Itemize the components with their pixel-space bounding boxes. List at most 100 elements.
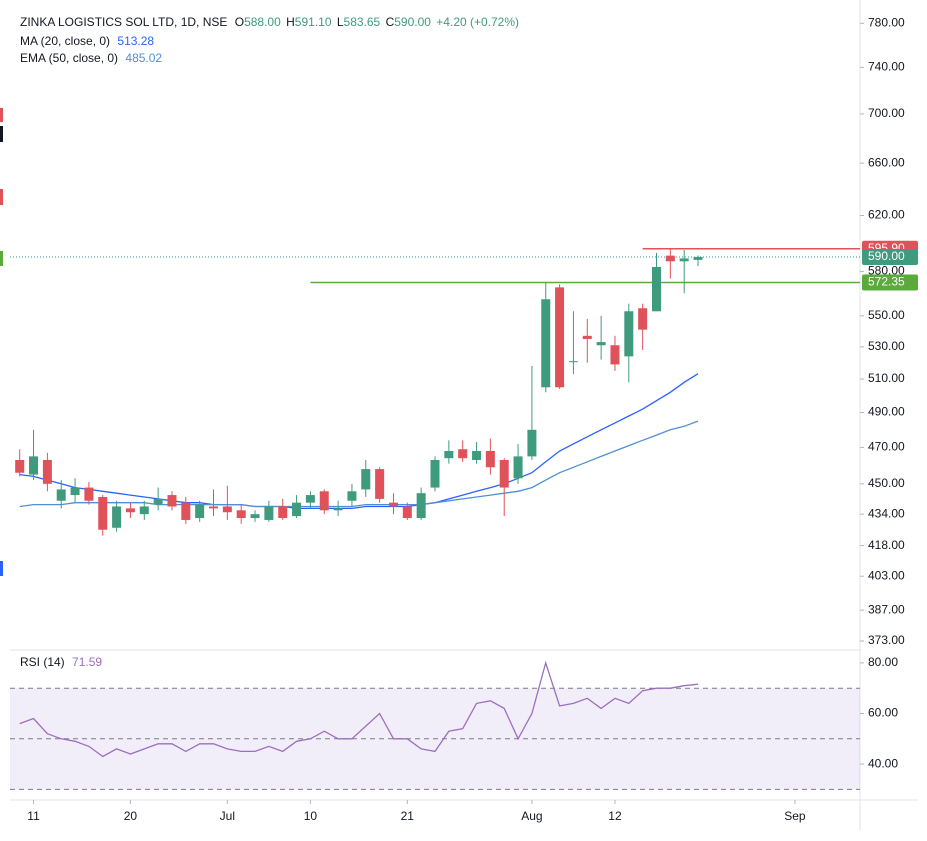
candle-body: [347, 491, 357, 501]
y-tick-label: 620.00: [868, 208, 905, 222]
candle-body: [29, 456, 39, 475]
candle-body: [624, 311, 634, 357]
y-tick-label: 490.00: [868, 405, 905, 419]
y-tick-label: 550.00: [868, 308, 905, 322]
edge-marker: [0, 189, 3, 205]
candle-body: [153, 498, 163, 505]
candle-body: [555, 287, 565, 388]
y-tick-label: 434.00: [868, 506, 905, 520]
candle-body: [167, 495, 177, 507]
candle-body: [375, 469, 385, 499]
candle-body: [610, 345, 620, 365]
candle-body: [195, 504, 205, 519]
y-tick-label: 510.00: [868, 371, 905, 385]
price-label: 590.00: [868, 249, 905, 263]
candle-body: [236, 510, 246, 519]
y-tick-label: 418.00: [868, 538, 905, 552]
candle-body: [416, 493, 426, 519]
candle-body: [292, 502, 302, 517]
candle-body: [568, 361, 578, 363]
candle-body: [319, 491, 329, 511]
candle-body: [84, 487, 94, 501]
candle-body: [679, 258, 689, 262]
candle-body: [305, 495, 315, 503]
candle-body: [541, 299, 551, 388]
y-tick-label: 700.00: [868, 106, 905, 120]
rsi-value: 71.59: [72, 655, 102, 669]
candle-body: [388, 502, 398, 507]
candle-body: [513, 456, 523, 479]
symbol: ZINKA LOGISTICS SOL LTD, 1D, NSE: [20, 15, 227, 29]
y-tick-label: 40.00: [868, 756, 898, 770]
x-tick-label: Aug: [521, 809, 542, 823]
x-tick-label: 12: [608, 809, 622, 823]
candle-body: [333, 508, 343, 511]
price-label: 572.35: [868, 275, 905, 289]
y-tick-label: 740.00: [868, 60, 905, 74]
x-tick-label: Sep: [784, 809, 806, 823]
marks: 373.00 387.00 403.00 418.00 434.00 450.00 470.…: [10, 15, 918, 823]
candle-body: [472, 450, 482, 460]
candle-body: [56, 489, 66, 501]
y-tick-label: 530.00: [868, 339, 905, 353]
header-line: ZINKA LOGISTICS SOL LTD, 1D, NSE O588.00…: [20, 15, 519, 29]
y-tick-label: 780.00: [868, 15, 905, 29]
edge-marker: [0, 126, 3, 142]
y-tick-label: 403.00: [868, 568, 905, 582]
candle-body: [458, 449, 468, 459]
candle-body: [70, 487, 80, 496]
legend-name: MA (20, close, 0): [20, 34, 110, 48]
ohlc-key: O: [235, 15, 244, 29]
candle-body: [250, 514, 260, 519]
price-label-box: [862, 274, 918, 291]
ohlc-key: C: [386, 15, 395, 29]
y-tick-label: 373.00: [868, 633, 905, 647]
candle-body: [361, 469, 371, 490]
legend-value: 485.02: [125, 51, 162, 65]
candle-body: [209, 506, 219, 509]
indicator-line: [19, 420, 699, 508]
candle-body: [638, 308, 648, 330]
rsi-line: [19, 660, 699, 758]
candle-body: [499, 459, 509, 488]
ohlc-value: 591.10: [295, 15, 332, 29]
legend-value: 513.28: [117, 34, 154, 48]
candle-body: [264, 506, 274, 520]
ohlc-key: L: [337, 15, 344, 29]
y-tick-label: 80.00: [868, 655, 898, 669]
candle-body: [125, 508, 135, 513]
y-tick-label: 660.00: [868, 155, 905, 169]
candle-body: [222, 506, 232, 513]
x-tick-label: Jul: [220, 809, 235, 823]
change: +4.20 (+0.72%): [436, 15, 519, 29]
ohlc-value: 583.65: [344, 15, 381, 29]
y-tick-label: 580.00: [868, 264, 905, 278]
ohlc-value: 588.00: [244, 15, 281, 29]
candle-body: [665, 255, 675, 262]
edge-marker: [0, 251, 3, 266]
y-tick-label: 470.00: [868, 440, 905, 454]
rsi-title: RSI (14): [20, 655, 65, 669]
candle-body: [139, 506, 149, 515]
y-tick-label: 450.00: [868, 476, 905, 490]
price-label-box: [862, 249, 918, 266]
candle-body: [582, 335, 592, 339]
candle-body: [430, 459, 440, 488]
x-tick-label: 10: [304, 809, 318, 823]
x-tick-label: 11: [27, 809, 40, 823]
candle-body: [181, 502, 191, 520]
candle-body: [693, 257, 703, 260]
ohlc-value: 590.00: [394, 15, 431, 29]
rsi-legend: RSI (14) 71.59: [20, 655, 102, 669]
indicator-line: [19, 373, 699, 510]
candle-body: [402, 506, 412, 519]
candle-body: [596, 342, 606, 346]
edge-marker: [0, 108, 3, 122]
legend-name: EMA (50, close, 0): [20, 51, 118, 65]
x-tick-label: 20: [124, 809, 138, 823]
candle-body: [485, 450, 495, 468]
y-tick-label: 60.00: [868, 706, 898, 720]
candle-body: [112, 506, 122, 528]
